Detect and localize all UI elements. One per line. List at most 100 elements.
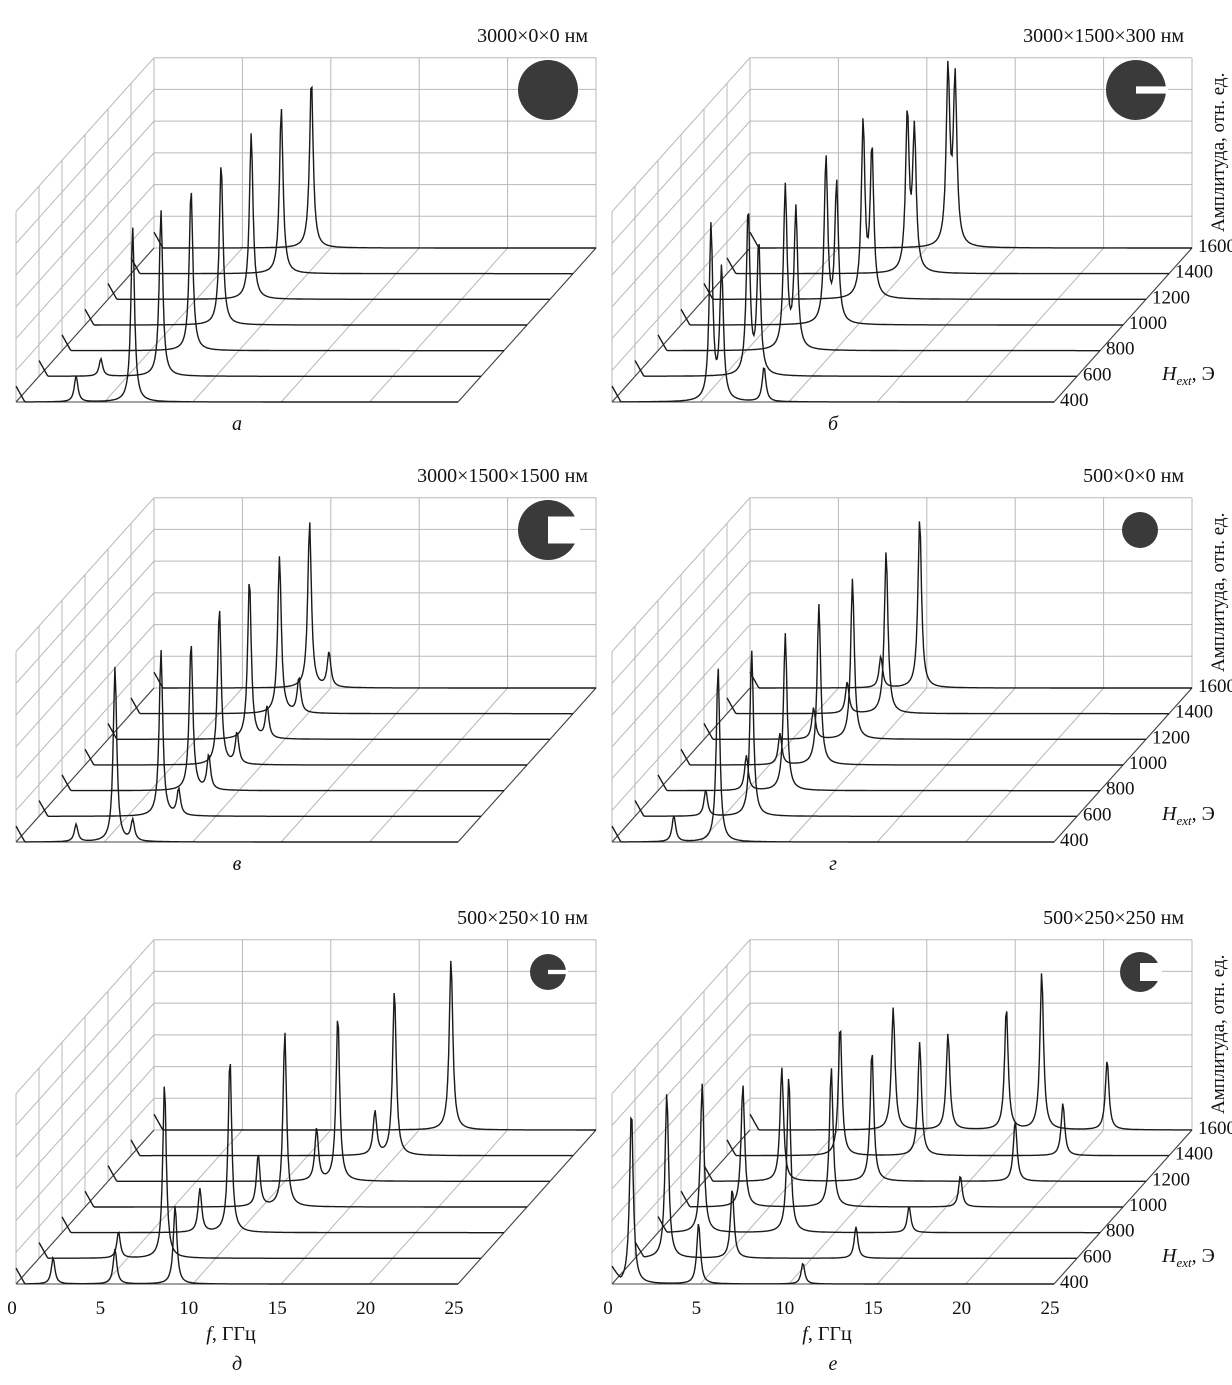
- series-line-1600: [749, 973, 1192, 1131]
- curves: [611, 521, 1192, 843]
- series-line-1600: [749, 521, 1192, 689]
- grid-line: [611, 560, 751, 716]
- grid-line: [611, 529, 751, 684]
- depth-axis-line: [15, 1129, 155, 1285]
- field-tick-label: 400: [1060, 390, 1089, 411]
- grid-line: [15, 120, 155, 276]
- series-line-1200: [107, 133, 550, 300]
- grid-line: [15, 939, 155, 1095]
- grid-line: [15, 1066, 155, 1221]
- field-axis-symbol: H: [1161, 363, 1178, 385]
- series-line-800: [657, 633, 1100, 792]
- x-axis-symbol: f: [206, 1323, 214, 1345]
- grid-line: [15, 592, 155, 748]
- series-line-600: [634, 1094, 1077, 1259]
- field-tick-label: 1200: [1152, 1169, 1190, 1190]
- series-line-600: [634, 213, 1077, 377]
- panel-c: 3000×1500×1500 нм в: [15, 465, 597, 875]
- field-tick-label: 1000: [1129, 313, 1167, 334]
- panel-letter: б: [828, 413, 839, 435]
- slit-icon: [548, 516, 580, 544]
- grid-line: [611, 655, 751, 811]
- disk-icon: [1122, 512, 1158, 548]
- field-tick-label: 600: [1083, 364, 1112, 385]
- grid-line: [15, 971, 155, 1126]
- series-line-1000: [680, 1068, 1123, 1208]
- grid-line: [611, 624, 751, 779]
- panel-letter: а: [232, 413, 242, 435]
- field-axis-sub: ext: [1176, 373, 1192, 388]
- x-tick-label: 5: [692, 1298, 702, 1319]
- panel-d: 500×0×0 нм г 400 600 800 1000 1200 1400 1600 Hext…: [611, 465, 1232, 875]
- series-line-1400: [130, 108, 573, 275]
- curves: [611, 973, 1192, 1285]
- series-line-1200: [703, 118, 1146, 300]
- x-tick-label: 10: [775, 1298, 794, 1319]
- panel-letter: г: [829, 853, 837, 875]
- field-tick-label: 800: [1106, 339, 1135, 360]
- grid-line: [611, 57, 751, 213]
- field-axis-sub: ext: [1176, 813, 1192, 828]
- disk-shape-icon: [1120, 952, 1162, 992]
- x-tick-label: 25: [445, 1298, 464, 1319]
- grid-line: [611, 497, 751, 653]
- series-line-1400: [726, 552, 1169, 715]
- field-tick-label: 400: [1060, 1272, 1089, 1293]
- panel-f: 500×250×250 нм е 0 5 10 15 20 25 f, ГГц 400 600 800…: [603, 907, 1232, 1375]
- series-line-400: [611, 1116, 1054, 1285]
- grid-line: [15, 655, 155, 811]
- panel-dims-label: 500×0×0 нм: [1083, 465, 1184, 487]
- x-tick-label: 0: [603, 1298, 613, 1319]
- series-line-1200: [703, 1054, 1146, 1182]
- series-line-1400: [130, 992, 573, 1157]
- series-line-1600: [153, 85, 596, 249]
- series-line-1000: [84, 1032, 527, 1208]
- series-line-1600: [153, 522, 596, 689]
- grid-line: [15, 560, 155, 716]
- panel-dims-label: 3000×1500×300 нм: [1023, 25, 1184, 47]
- x-tick-label: 25: [1041, 1298, 1060, 1319]
- series-line-600: [38, 1086, 481, 1260]
- x-tick-label: 10: [179, 1298, 198, 1319]
- field-tick-label: 800: [1106, 779, 1135, 800]
- grid-line: [611, 89, 751, 244]
- grid-line: [611, 971, 751, 1126]
- grid-line: [15, 152, 155, 308]
- field-axis-unit: , Э: [1192, 803, 1215, 825]
- field-tick-label: 1000: [1129, 1195, 1167, 1216]
- curves: [15, 85, 596, 403]
- panel-letter: в: [233, 853, 242, 875]
- slit-icon: [1140, 963, 1162, 981]
- series-line-400: [15, 666, 458, 843]
- panel-e: 500×250×10 нм д 0 5 10 15 20 25 f, ГГц: [7, 907, 597, 1375]
- field-tick-label: 800: [1106, 1221, 1135, 1242]
- grid-line: [611, 592, 751, 748]
- x-tick-label: 15: [268, 1298, 287, 1319]
- panel-dims-label: 3000×0×0 нм: [477, 25, 588, 47]
- grid-line: [15, 89, 155, 244]
- series-line-1200: [107, 1020, 550, 1182]
- curves: [611, 60, 1192, 403]
- disk-shape-icon: [1106, 60, 1168, 120]
- field-axis-label: Hext, Э: [1161, 363, 1215, 388]
- grid-line: [611, 1002, 751, 1158]
- curves: [15, 960, 596, 1285]
- series-line-800: [61, 1063, 504, 1234]
- field-axis-unit: , Э: [1192, 1245, 1215, 1267]
- x-tick-label: 15: [864, 1298, 883, 1319]
- series-line-400: [611, 222, 1054, 403]
- disk-shape-icon: [530, 954, 568, 990]
- series-line-800: [61, 645, 504, 792]
- grid-line: [611, 939, 751, 1095]
- series-line-600: [38, 210, 481, 377]
- field-axis-label: Hext, Э: [1161, 1245, 1215, 1270]
- series-line-400: [15, 227, 458, 403]
- grid-line: [611, 120, 751, 276]
- field-tick-label: 1200: [1152, 287, 1190, 308]
- grid-line: [15, 529, 155, 684]
- panel-letter: е: [829, 1353, 838, 1375]
- field-axis-sub: ext: [1176, 1255, 1192, 1270]
- panel-dims-label: 3000×1500×1500 нм: [417, 465, 588, 487]
- field-tick-label: 1600: [1198, 1118, 1232, 1139]
